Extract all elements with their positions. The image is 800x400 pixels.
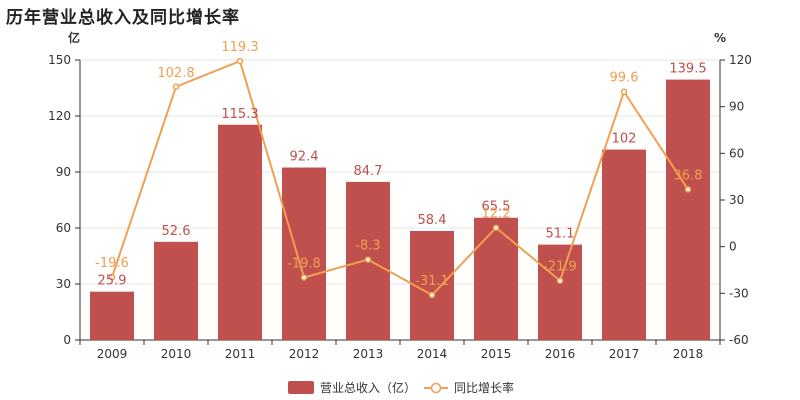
bar-value-label: 84.7 [354,164,383,179]
bar [218,124,262,340]
x-axis-tick-label: 2014 [417,347,448,361]
left-axis-unit: 亿 [68,30,80,45]
x-axis-tick-label: 2015 [481,347,512,361]
x-axis-tick-label: 2011 [225,347,256,361]
x-axis-tick-label: 2012 [289,347,320,361]
x-axis-tick-label: 2010 [161,347,192,361]
line-point [620,88,628,95]
bar-value-label: 65.5 [482,200,511,215]
bar-value-label: 58.4 [418,213,447,228]
left-axis-tick-label: 30 [56,277,71,291]
bar-value-label: 92.4 [290,150,319,165]
bar [154,241,198,340]
bar-value-label: 102 [612,132,637,147]
line-value-label: -19.8 [287,256,321,271]
line-value-label: -31.1 [415,274,449,289]
bar-value-label: 51.1 [546,227,575,242]
bar-value-label: 25.9 [98,274,127,289]
legend-line-label: 同比增长率 [454,380,514,395]
line-point [428,291,436,299]
left-axis-tick-label: 120 [48,109,71,123]
line-value-label: 119.3 [221,40,258,55]
line-value-label: 36.8 [674,168,703,183]
bar [602,149,646,340]
line-point [556,277,564,284]
legend-line-marker [430,382,442,394]
line-point [684,186,692,193]
line-point [364,256,372,263]
legend-bar-swatch [288,381,314,394]
bar [90,291,134,340]
growth-rate-line [111,59,689,297]
x-axis-tick-label: 2018 [673,347,704,361]
legend-bar-label: 营业总收入（亿） [320,380,416,395]
line-point [108,273,116,281]
bar [666,79,710,340]
bar-value-label: 115.3 [221,107,258,122]
line-value-label: -21.9 [543,260,577,275]
line-value-label: 99.6 [610,71,639,86]
line-point [236,57,244,65]
bar-value-label: 139.5 [669,62,706,77]
x-axis-tick-label: 2009 [97,347,128,361]
right-axis-tick-label: 0 [729,240,737,254]
line-point [172,83,180,91]
line-point [300,274,308,281]
left-axis-tick-label: 150 [48,53,71,67]
right-axis-tick-label: 90 [729,100,744,114]
right-axis-tick-label: 60 [729,146,744,160]
x-axis-tick-label: 2016 [545,347,576,361]
bar [474,217,518,340]
chart-title: 历年营业总收入及同比增长率 [6,8,240,28]
left-axis-tick-label: 90 [56,165,71,179]
line-value-label: -8.3 [355,239,380,254]
right-axis-tick-label: 120 [729,53,752,67]
line-value-label: 102.8 [157,66,194,81]
bar [410,230,454,340]
left-axis-tick-label: 0 [63,333,71,347]
x-axis-tick-label: 2017 [609,347,640,361]
right-axis-tick-label: -30 [729,286,749,300]
right-axis-tick-label: 30 [729,193,744,207]
x-axis-tick-label: 2013 [353,347,384,361]
right-axis-unit: % [714,31,726,45]
bar-value-label: 52.6 [162,224,191,239]
line-value-label: -19.6 [95,256,129,271]
line-point [492,224,500,231]
right-axis-tick-label: -60 [729,333,749,347]
line-value-label: 12.2 [482,207,511,222]
left-axis-tick-label: 60 [56,221,71,235]
bar [538,244,582,340]
bar [282,167,326,340]
